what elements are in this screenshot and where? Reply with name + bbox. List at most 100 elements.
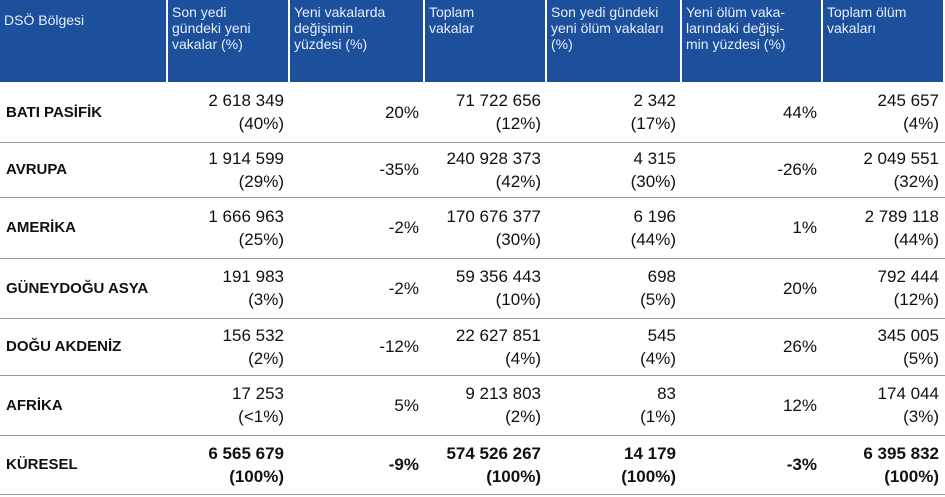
cell-text: (5%) [640,290,676,309]
region-name: GÜNEYDOĞU ASYA [0,258,168,318]
header-cell: Son yedi gündeki yeni ölüm vakaları (%) [547,0,682,82]
cell-text: 245 657 [877,91,939,110]
data-cell: 2 618 349 (40%) [168,82,290,142]
data-cell: 20% [682,258,823,318]
cell-text: 6 395 832 [863,443,939,463]
data-cell: 59 356 443 (10%) [425,258,547,318]
row-separator [0,494,945,495]
cell-text: (4%) [505,348,541,368]
data-cell: -2% [290,258,425,318]
cell-text: 345 005 [877,325,939,345]
header-cell: Son yedi gündeki yeni vakalar (%) [168,0,290,82]
cell-text: (100%) [884,466,939,486]
header-cell: DSÖ Bölgesi [0,0,168,82]
cell-text: (5%) [903,348,939,368]
data-cell: -26% [682,142,823,197]
cell-text: 792 444 [877,267,939,286]
data-cell: 1% [682,197,823,258]
cell-text: 83 [657,384,676,403]
cell-text: 2 049 551 [863,148,939,168]
data-cell: 792 444 (12%) [823,258,945,318]
header-text: vakaları [827,20,877,36]
row-separator [0,142,945,143]
cell-text: 71 722 656 [455,91,541,110]
header-text: Yeni vakalarda [294,4,386,20]
data-cell: 22 627 851 (4%) [425,318,547,375]
data-cell: -2% [290,197,425,258]
cell-text: DOĞU AKDENİZ [6,338,122,355]
data-cell: 545 (4%) [547,318,682,375]
cell-text: -3% [786,455,817,474]
cell-text: 191 983 [222,267,284,286]
cell-text: 2 618 349 [208,91,284,110]
row-separator [0,375,945,376]
region-name: BATI PASİFİK [0,82,168,142]
region-name: KÜRESEL [0,435,168,494]
cell-text: 20% [782,278,817,298]
region-name: AMERİKA [0,197,168,258]
header-text: DSÖ Bölgesi [4,12,85,28]
cell-text: 170 676 377 [446,206,541,226]
data-cell: 240 928 373 (42%) [425,142,547,197]
cell-text: (100%) [486,466,541,486]
data-cell: 71 722 656 (12%) [425,82,547,142]
cell-text: (29%) [238,171,284,191]
data-cell: 345 005 (5%) [823,318,945,375]
cell-text: (17%) [630,114,676,133]
cell-text: (1%) [640,407,676,426]
cell-text: (100%) [229,466,284,486]
cell-text: 12% [782,395,817,415]
cell-text: 17 253 [232,384,284,403]
cell-text: (<1%) [238,407,284,426]
data-cell: 174 044 (3%) [823,375,945,435]
data-cell: 12% [682,375,823,435]
cell-text: AFRİKA [6,396,63,414]
cell-text: (44%) [630,229,676,249]
cell-text: 9 213 803 [465,384,541,403]
cell-text: -2% [388,218,419,237]
cell-text: 156 532 [222,325,284,345]
data-cell: -3% [682,435,823,494]
data-cell: 83 (1%) [547,375,682,435]
data-cell: -12% [290,318,425,375]
header-text: yeni ölüm vakaları [551,20,664,36]
cell-text: 2 342 [633,91,676,110]
region-name: DOĞU AKDENİZ [0,318,168,375]
data-cell: 44% [682,82,823,142]
cell-text: 545 [647,325,676,345]
data-cell: 20% [290,82,425,142]
cell-text: 174 044 [877,384,939,403]
cell-text: 1 666 963 [208,206,284,226]
region-name: AVRUPA [0,142,168,197]
cell-text: 1 914 599 [208,148,284,168]
cell-text: (10%) [495,290,541,309]
header-text: Yeni ölüm vaka- [686,4,786,20]
data-cell: 6 395 832 (100%) [823,435,945,494]
data-cell: 2 789 118 (44%) [823,197,945,258]
header-text: vakalar (%) [172,36,243,52]
data-cell: 17 253 (<1%) [168,375,290,435]
header-cell: Toplam vakalar [425,0,547,82]
header-cell: Yeni vakalarda değişimin yüzdesi (%) [290,0,425,82]
cell-text: (32%) [893,171,939,191]
data-cell: 245 657 (4%) [823,82,945,142]
data-cell: 6 196 (44%) [547,197,682,258]
data-cell: 26% [682,318,823,375]
row-separator [0,197,945,198]
data-cell: 5% [290,375,425,435]
cell-text: 574 526 267 [446,443,541,463]
cell-text: BATI PASİFİK [6,103,103,121]
row-separator [0,318,945,319]
cell-text: 20% [384,102,419,122]
cell-text: (100%) [621,466,676,486]
data-cell: 14 179 (100%) [547,435,682,494]
header-text: değişimin [294,20,354,36]
cell-text: (30%) [630,171,676,191]
cell-text: 22 627 851 [455,325,541,345]
data-cell: -35% [290,142,425,197]
data-cell: 156 532 (2%) [168,318,290,375]
cell-text: 26% [782,337,817,356]
cell-text: -35% [379,160,419,179]
data-cell: 191 983 (3%) [168,258,290,318]
